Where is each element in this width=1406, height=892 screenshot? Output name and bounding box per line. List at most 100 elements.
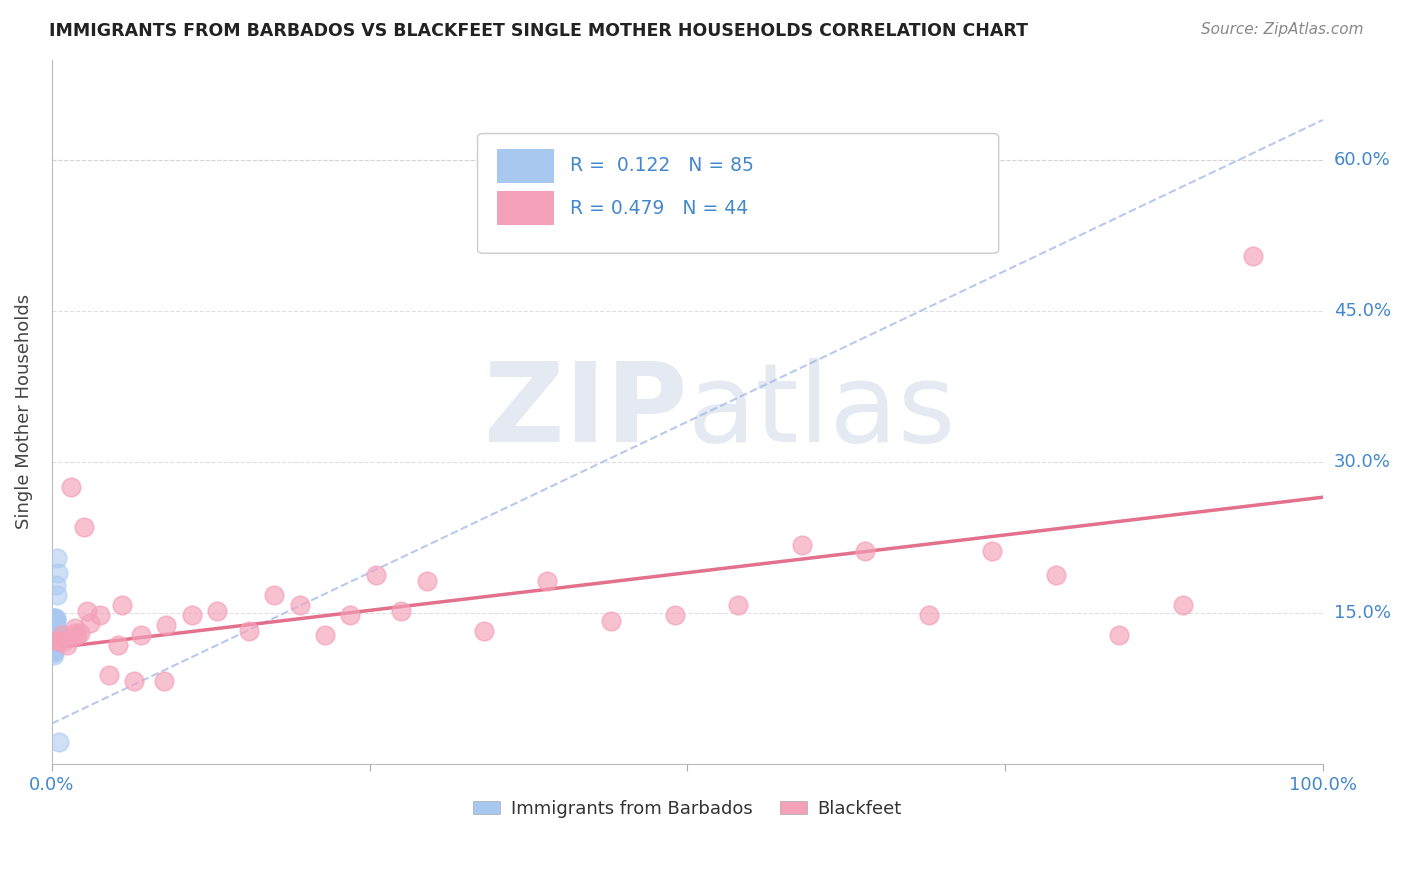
Point (44, 623, 66, 637)
Point (44, 618, 66, 632)
Point (664, 607, 686, 622)
Point (124, 674, 146, 689)
Point (44, 620, 66, 634)
Point (44, 634, 66, 648)
Point (44, 629, 66, 643)
Point (42, 621, 65, 635)
Point (42, 638, 65, 652)
Point (42, 614, 65, 628)
Point (42, 627, 65, 641)
Point (44, 618, 66, 632)
Point (48, 634, 70, 648)
Point (44, 623, 66, 637)
Point (42, 623, 65, 637)
Point (44, 617, 66, 632)
Text: R = 0.479   N = 44: R = 0.479 N = 44 (571, 200, 748, 219)
Point (44, 625, 66, 640)
Point (45, 625, 67, 640)
Point (238, 624, 260, 638)
Point (1045, 567, 1067, 582)
Point (45, 628, 67, 642)
Point (69, 626, 91, 640)
FancyBboxPatch shape (478, 134, 998, 253)
Point (66, 628, 89, 642)
Point (45, 636, 67, 650)
Point (44, 626, 66, 640)
Text: 30.0%: 30.0% (1334, 453, 1391, 471)
Point (45, 620, 67, 634)
Point (42, 613, 65, 627)
Point (44, 614, 66, 628)
Bar (496, 191, 554, 225)
Point (72, 520, 94, 534)
Point (44, 617, 66, 632)
Point (45, 629, 67, 643)
Text: 60.0%: 60.0% (1334, 152, 1391, 169)
Point (44, 624, 66, 638)
Point (45, 620, 67, 634)
Point (44, 614, 66, 628)
Point (46, 634, 69, 648)
Point (45, 622, 67, 636)
Point (44, 628, 66, 642)
Point (415, 574, 437, 588)
Point (45, 611, 67, 625)
Text: ZIP: ZIP (484, 359, 688, 466)
Text: atlas: atlas (688, 359, 956, 466)
Point (42, 619, 65, 633)
Point (44, 641, 66, 656)
Point (263, 588, 285, 602)
Point (44, 626, 66, 640)
Point (44, 611, 66, 625)
Y-axis label: Single Mother Households: Single Mother Households (15, 294, 32, 529)
Text: IMMIGRANTS FROM BARBADOS VS BLACKFEET SINGLE MOTHER HOUSEHOLDS CORRELATION CHART: IMMIGRANTS FROM BARBADOS VS BLACKFEET SI… (49, 22, 1028, 40)
Point (42, 617, 65, 632)
Point (44, 628, 66, 642)
Point (45, 588, 67, 602)
Point (46, 566, 69, 580)
Point (79, 615, 101, 630)
Text: 45.0%: 45.0% (1334, 302, 1391, 320)
Point (44, 619, 66, 633)
Point (44, 621, 66, 635)
Point (44, 648, 66, 662)
Point (63, 621, 86, 635)
Point (89, 607, 111, 622)
Point (790, 537, 813, 551)
Point (42, 622, 65, 636)
Point (44, 624, 66, 638)
Point (44, 624, 66, 638)
Point (44, 628, 66, 642)
Point (44, 618, 66, 632)
Point (44, 625, 66, 640)
Point (44, 621, 66, 635)
Point (45, 613, 67, 627)
Point (45, 629, 67, 643)
Point (63, 626, 86, 640)
Point (44, 613, 66, 627)
Point (76, 604, 98, 618)
Point (45, 550, 67, 565)
Legend: Immigrants from Barbados, Blackfeet: Immigrants from Barbados, Blackfeet (465, 793, 908, 825)
Point (44, 644, 66, 658)
Point (42, 617, 65, 632)
Point (129, 628, 152, 642)
Point (1171, 598, 1194, 612)
Point (44, 629, 66, 643)
Point (44, 615, 66, 630)
Point (45, 626, 67, 640)
Point (727, 598, 749, 612)
Point (44, 615, 66, 630)
Point (1108, 628, 1130, 642)
Text: 15.0%: 15.0% (1334, 604, 1391, 622)
Text: Source: ZipAtlas.com: Source: ZipAtlas.com (1201, 22, 1364, 37)
Point (1241, 249, 1264, 263)
Point (44, 617, 66, 632)
Bar (496, 149, 554, 183)
Point (44, 622, 66, 636)
Point (44, 615, 66, 629)
Point (364, 567, 387, 582)
Point (288, 598, 311, 612)
Point (97, 668, 120, 682)
Point (45, 625, 67, 640)
